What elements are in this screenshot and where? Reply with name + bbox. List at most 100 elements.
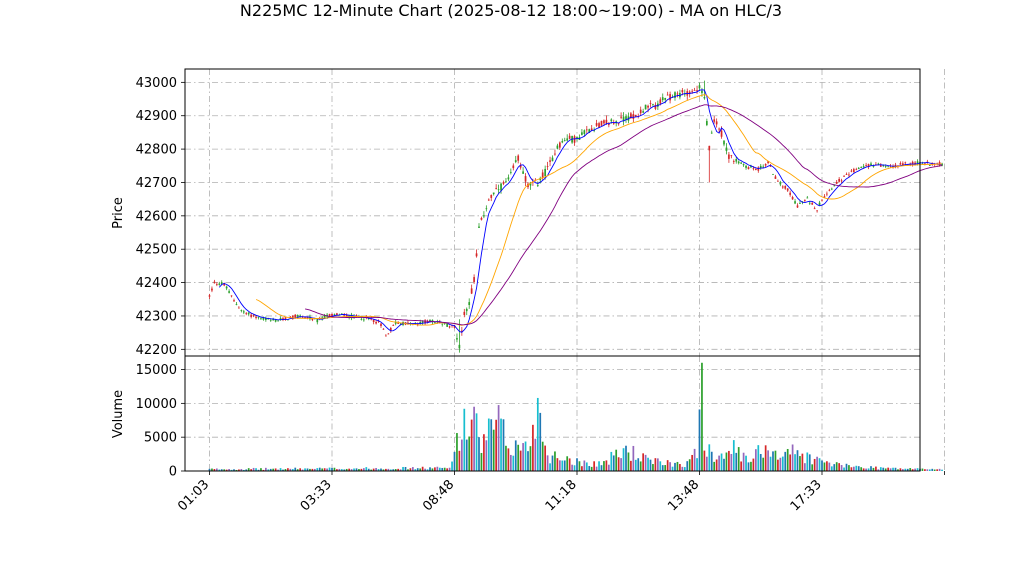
candle-body — [622, 116, 625, 122]
price-grid — [185, 69, 945, 356]
candle-body — [835, 181, 838, 184]
volume-bar — [696, 458, 698, 471]
candle — [764, 163, 767, 168]
volume-bar — [556, 458, 559, 471]
candle-body — [654, 104, 657, 109]
volume-bar — [487, 418, 490, 471]
volume-bar — [333, 467, 336, 471]
candle-body — [517, 155, 520, 161]
volume-bar — [446, 468, 449, 471]
candle — [554, 149, 556, 156]
volume-bar — [551, 455, 554, 471]
candle-body — [331, 314, 333, 316]
volume-bar — [228, 469, 230, 471]
candle-body — [262, 317, 265, 320]
volume-bar — [928, 469, 931, 471]
candle — [710, 130, 713, 134]
candle-body — [490, 194, 493, 198]
volume-tick-label: 0 — [169, 465, 177, 480]
candle-body — [703, 96, 706, 99]
candle-body — [669, 94, 671, 101]
candle-body — [497, 189, 500, 191]
volume-bar — [639, 461, 642, 471]
volume-bar — [566, 456, 569, 471]
volume-bar — [848, 465, 850, 471]
volume-bar — [754, 449, 757, 471]
candle — [850, 169, 853, 173]
volume-bar — [781, 456, 784, 471]
candle — [698, 82, 701, 91]
candle — [838, 177, 841, 183]
candle — [607, 122, 610, 128]
volume-bar — [311, 468, 314, 471]
volume-bar — [282, 469, 284, 471]
volume-bar — [536, 397, 539, 471]
volume-bar — [688, 459, 691, 471]
candle-body — [546, 166, 549, 167]
candle-body — [666, 94, 669, 96]
candle-body — [377, 321, 380, 323]
candle-body — [372, 319, 375, 322]
candle-body — [887, 166, 890, 168]
volume-bar — [500, 418, 502, 471]
candle — [723, 140, 725, 147]
volume-bar — [777, 459, 779, 471]
candle — [735, 156, 738, 164]
volume-bar — [255, 468, 257, 471]
candle — [536, 181, 539, 187]
candle-body — [747, 167, 750, 170]
candle — [730, 154, 733, 159]
volume-bar — [411, 467, 414, 471]
volume-bar — [331, 467, 333, 471]
candle — [620, 112, 622, 120]
candle-body — [612, 123, 615, 125]
volume-bar — [492, 429, 495, 471]
candle-body — [431, 319, 434, 323]
volume-bar — [431, 468, 434, 471]
volume-bar — [840, 465, 843, 471]
candle — [468, 298, 471, 309]
volume-bar — [808, 454, 811, 471]
candle-body — [463, 311, 466, 315]
volume-bar — [710, 451, 713, 471]
volume-bar — [522, 443, 524, 471]
volume-bar — [713, 461, 716, 471]
candle-body — [838, 178, 841, 182]
volume-bar — [877, 469, 880, 471]
volume-bar — [757, 445, 760, 471]
candle — [215, 282, 218, 287]
candle — [238, 306, 240, 309]
volume-bar — [705, 456, 708, 471]
volume-bar — [480, 452, 483, 471]
candle-body — [397, 322, 400, 324]
volume-bar — [421, 466, 424, 471]
candle-body — [803, 199, 806, 201]
volume-bar — [656, 458, 659, 471]
candle-body — [634, 114, 637, 117]
volume-bar — [762, 457, 765, 471]
candle-body — [252, 314, 255, 316]
candle-body — [240, 310, 243, 311]
candle-body — [732, 161, 735, 162]
candle — [235, 301, 238, 306]
volume-bar — [304, 468, 306, 471]
volume-bar — [414, 469, 417, 471]
volume-bar — [250, 469, 253, 471]
candle — [394, 319, 397, 326]
candle-body — [208, 295, 211, 297]
volume-bar — [497, 405, 500, 471]
volume-bar — [875, 466, 877, 471]
volume-bar — [392, 469, 395, 471]
candle-body — [238, 307, 240, 309]
volume-bar — [380, 468, 382, 471]
candle-body — [289, 316, 292, 318]
candle — [862, 163, 865, 168]
volume-bar — [909, 468, 912, 471]
volume-bar — [676, 461, 679, 471]
volume-bar — [669, 462, 671, 471]
volume-bar — [218, 469, 221, 471]
candle-body — [730, 155, 733, 157]
candle — [911, 160, 914, 167]
candle-body — [843, 175, 845, 177]
candle — [816, 210, 818, 213]
